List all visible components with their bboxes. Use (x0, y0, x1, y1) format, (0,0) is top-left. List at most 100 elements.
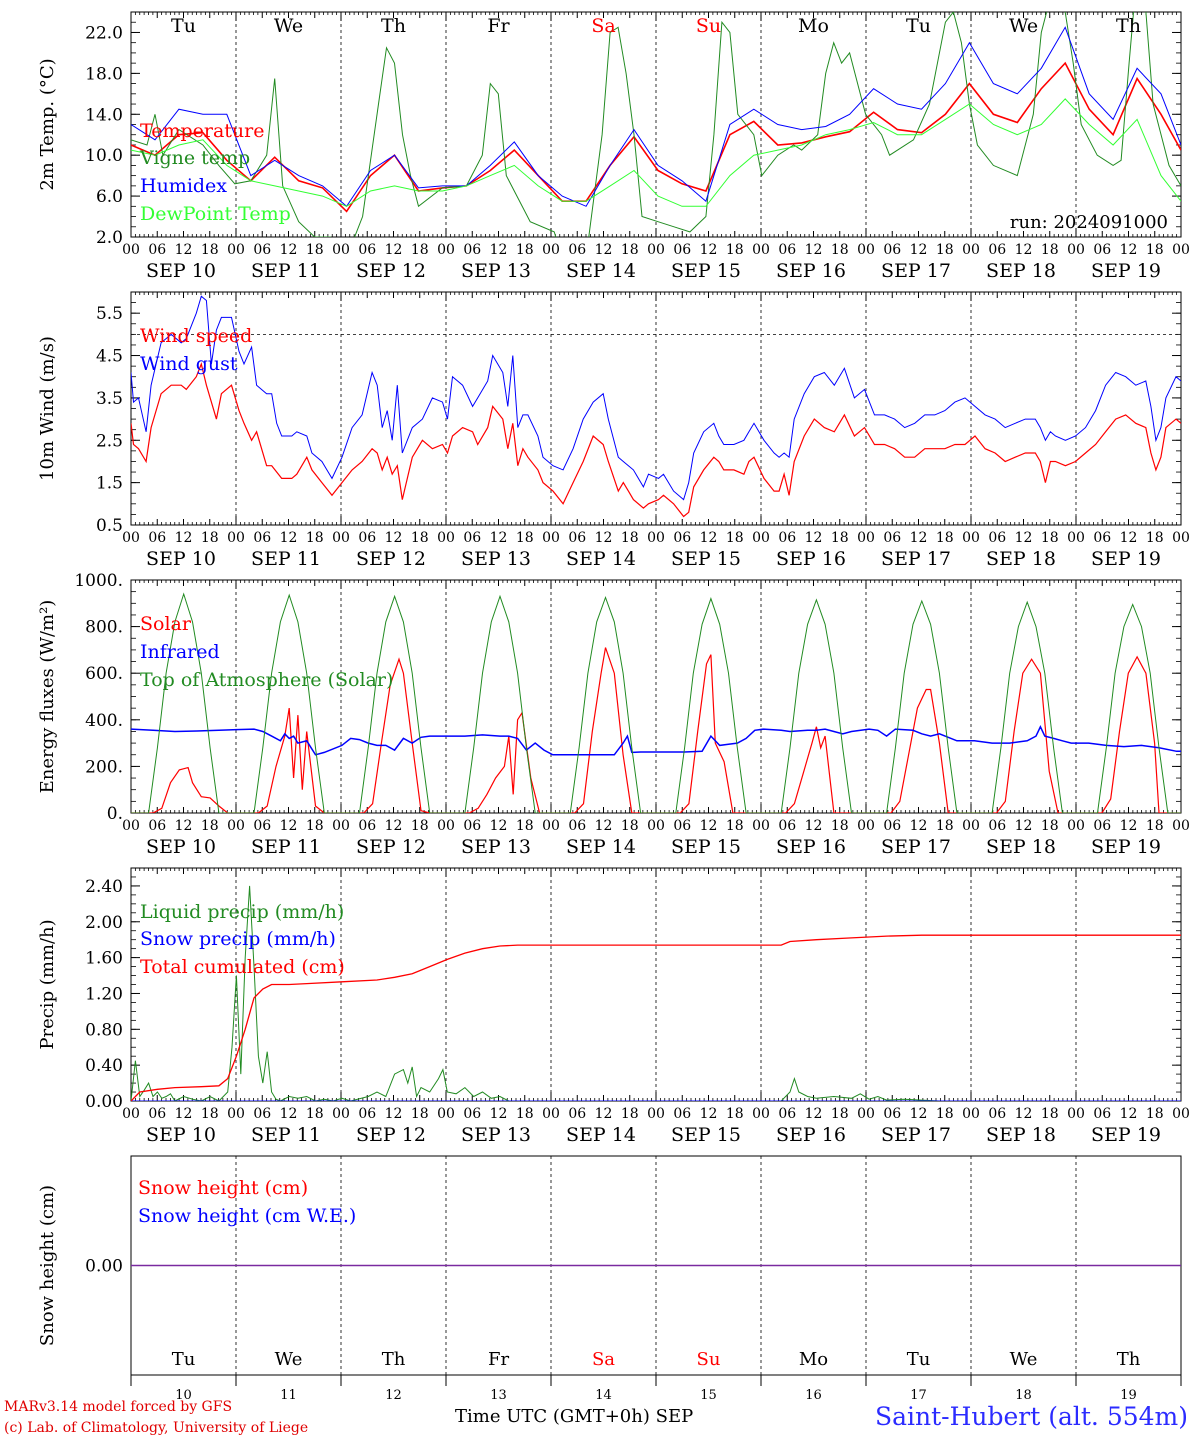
day-name-top: Su (696, 15, 721, 37)
y-tick-label: 0. (107, 804, 123, 824)
date-label: SEP 13 (461, 1124, 531, 1146)
hour-tick-label: 18 (306, 818, 324, 834)
hour-tick-label: 06 (988, 818, 1006, 834)
date-label: SEP 13 (461, 836, 531, 858)
hour-tick-label: 18 (1146, 1106, 1164, 1122)
hour-tick-label: 06 (883, 530, 901, 546)
y-axis-title: 10m Wind (m/s) (37, 336, 58, 481)
hour-tick-label: 18 (411, 1106, 429, 1122)
legend-entry: Snow height (cm W.E.) (138, 1205, 356, 1227)
day-number: 13 (490, 1388, 507, 1403)
hour-tick-label: 00 (542, 1106, 560, 1122)
hour-tick-label: 00 (1172, 530, 1190, 546)
hour-tick-label: 18 (726, 1106, 744, 1122)
series-line-energy-0 (131, 647, 1181, 813)
date-label: SEP 12 (356, 260, 426, 282)
hour-tick-label: 06 (463, 818, 481, 834)
date-label: SEP 17 (881, 1124, 951, 1146)
hour-tick-label: 12 (490, 818, 508, 834)
hour-tick-label: 06 (568, 530, 586, 546)
hour-tick-label: 06 (673, 1106, 691, 1122)
legend-entry: Infrared (140, 641, 220, 663)
hour-tick-label: 12 (280, 242, 298, 258)
hour-tick-label: 00 (1067, 242, 1085, 258)
date-label: SEP 16 (776, 1124, 846, 1146)
hour-tick-label: 12 (595, 242, 613, 258)
hour-tick-label: 06 (988, 1106, 1006, 1122)
hour-tick-label: 12 (1120, 818, 1138, 834)
hour-tick-label: 18 (306, 530, 324, 546)
hour-tick-label: 06 (988, 242, 1006, 258)
day-number: 15 (700, 1388, 717, 1403)
legend-entry: Vigne temp (139, 147, 250, 169)
y-tick-label: 200. (85, 757, 123, 777)
hour-tick-label: 12 (490, 242, 508, 258)
hour-tick-label: 06 (1093, 242, 1111, 258)
date-label: SEP 14 (566, 260, 636, 282)
lab-credit: (c) Lab. of Climatology, University of L… (4, 1420, 309, 1436)
date-label: SEP 16 (776, 836, 846, 858)
hour-tick-label: 18 (201, 818, 219, 834)
hour-tick-label: 00 (122, 242, 140, 258)
day-name-top: Th (381, 15, 406, 37)
y-tick-label: 0.5 (96, 516, 123, 536)
date-label: SEP 11 (251, 836, 321, 858)
y-tick-label: 1.5 (96, 474, 123, 494)
day-number: 14 (595, 1388, 612, 1403)
legend-entry: Wind gust (140, 353, 238, 375)
hour-tick-label: 12 (1015, 242, 1033, 258)
series-line-precip-0 (131, 885, 1181, 1101)
hour-tick-label: 12 (175, 242, 193, 258)
hour-tick-label: 06 (463, 242, 481, 258)
date-label: SEP 15 (671, 1124, 741, 1146)
hour-tick-label: 06 (148, 530, 166, 546)
hour-tick-label: 00 (647, 1106, 665, 1122)
day-number: 18 (1015, 1388, 1032, 1403)
hour-tick-label: 18 (1041, 530, 1059, 546)
hour-tick-label: 06 (883, 242, 901, 258)
date-label: SEP 15 (671, 836, 741, 858)
hour-tick-label: 18 (621, 818, 639, 834)
hour-tick-label: 12 (805, 818, 823, 834)
y-tick-label: 800. (85, 618, 123, 638)
hour-tick-label: 00 (857, 242, 875, 258)
day-name-bottom: Th (1117, 1349, 1141, 1370)
hour-tick-label: 18 (516, 530, 534, 546)
day-number: 10 (175, 1388, 192, 1403)
y-axis-title: Energy fluxes (W/m²) (37, 600, 58, 794)
hour-tick-label: 12 (700, 242, 718, 258)
y-tick-label: 0.00 (85, 1257, 123, 1277)
panel-temp (130, 11, 1182, 238)
hour-tick-label: 00 (437, 1106, 455, 1122)
hour-tick-label: 00 (1172, 1106, 1190, 1122)
date-label: SEP 17 (881, 836, 951, 858)
hour-tick-label: 18 (201, 242, 219, 258)
hour-tick-label: 12 (280, 818, 298, 834)
y-tick-label: 0.40 (85, 1056, 123, 1076)
day-name-top: Sa (591, 15, 615, 37)
hour-tick-label: 18 (936, 242, 954, 258)
hour-tick-label: 18 (831, 1106, 849, 1122)
date-label: SEP 12 (356, 548, 426, 570)
y-tick-label: 600. (85, 664, 123, 684)
hour-tick-label: 06 (778, 242, 796, 258)
hour-tick-label: 18 (1041, 818, 1059, 834)
model-credit: MARv3.14 model forced by GFS (4, 1399, 233, 1415)
y-tick-label: 10.0 (85, 146, 123, 166)
hour-tick-label: 06 (148, 242, 166, 258)
series-line-temp-2 (131, 26, 1181, 208)
hour-tick-label: 18 (831, 242, 849, 258)
y-axis-title: Precip (mm/h) (37, 919, 58, 1049)
hour-tick-label: 12 (595, 818, 613, 834)
y-tick-label: 4.5 (96, 347, 123, 367)
hour-tick-label: 00 (752, 1106, 770, 1122)
legend-entry: Total cumulated (cm) (140, 956, 345, 978)
hour-tick-label: 00 (1172, 242, 1190, 258)
legend-entry: Wind speed (140, 325, 252, 347)
hour-tick-label: 00 (542, 242, 560, 258)
date-label: SEP 16 (776, 548, 846, 570)
hour-tick-label: 12 (805, 242, 823, 258)
date-label: SEP 12 (356, 836, 426, 858)
day-name-bottom: Th (382, 1349, 406, 1370)
hour-tick-label: 06 (148, 1106, 166, 1122)
